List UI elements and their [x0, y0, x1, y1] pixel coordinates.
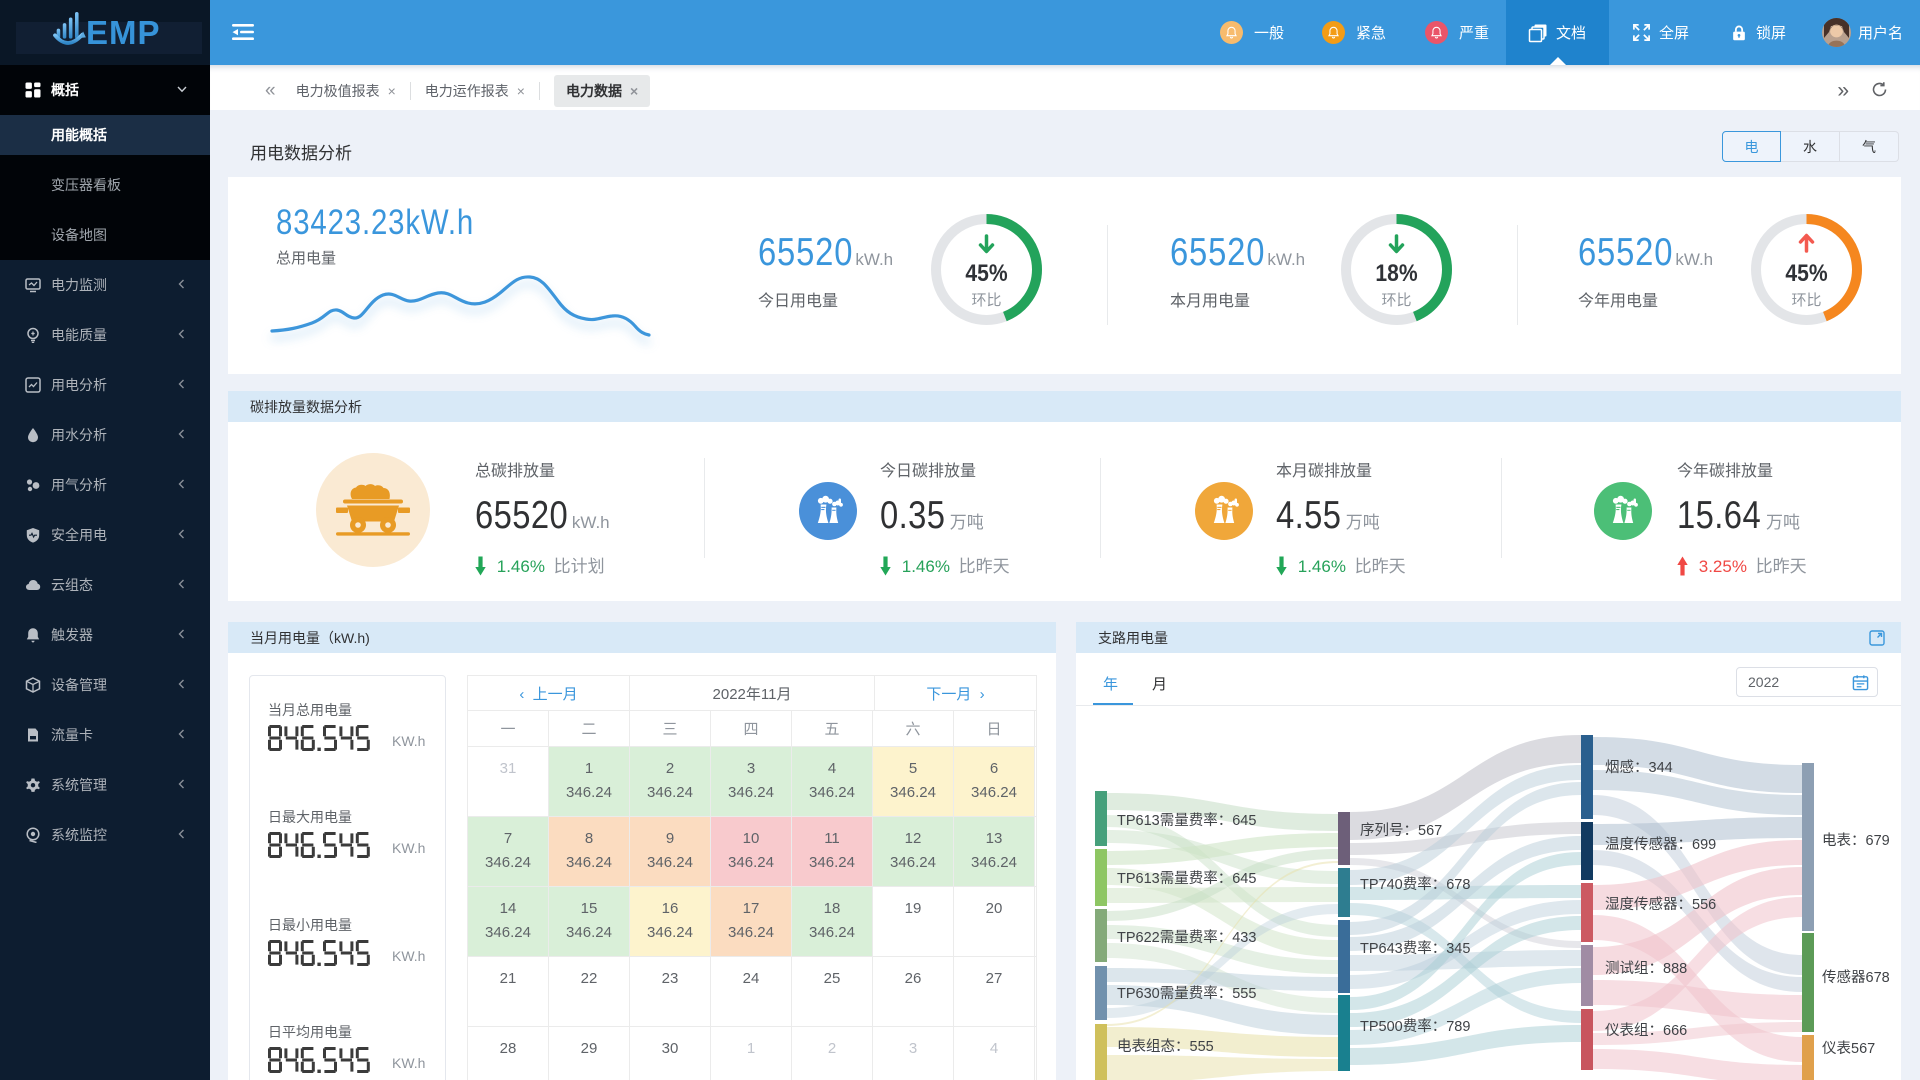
svg-text:TP630需量费率：555: TP630需量费率：555	[1117, 985, 1256, 1002]
svg-text:TP613需量费率：645: TP613需量费率：645	[1117, 870, 1256, 887]
svg-text:序列号：567: 序列号：567	[1360, 822, 1442, 839]
svg-text:45%: 45%	[1785, 260, 1827, 287]
svg-text:TP613需量费率：645: TP613需量费率：645	[1117, 812, 1256, 829]
svg-text:烟感：344: 烟感：344	[1605, 759, 1673, 776]
svg-text:TP622需量费率：433: TP622需量费率：433	[1117, 929, 1256, 946]
svg-text:45%: 45%	[965, 260, 1007, 287]
svg-text:电表：679: 电表：679	[1822, 832, 1890, 849]
svg-text:电表组态：555: 电表组态：555	[1117, 1038, 1214, 1055]
svg-text:环比: 环比	[1791, 292, 1821, 309]
svg-text:仪表组：666: 仪表组：666	[1605, 1022, 1687, 1039]
svg-text:18%: 18%	[1375, 260, 1417, 287]
svg-text:TP740费率：678: TP740费率：678	[1360, 876, 1470, 893]
svg-text:TP500费率：789: TP500费率：789	[1360, 1018, 1470, 1035]
svg-text:环比: 环比	[971, 292, 1001, 309]
svg-text:环比: 环比	[1381, 292, 1411, 309]
svg-text:湿度传感器：556: 湿度传感器：556	[1605, 896, 1716, 913]
svg-text:温度传感器：699: 温度传感器：699	[1605, 836, 1716, 853]
svg-text:TP643费率：345: TP643费率：345	[1360, 940, 1470, 957]
svg-text:测试组：888: 测试组：888	[1605, 960, 1687, 977]
svg-text:传感器678: 传感器678	[1822, 969, 1890, 986]
svg-text:仪表567: 仪表567	[1822, 1040, 1875, 1057]
